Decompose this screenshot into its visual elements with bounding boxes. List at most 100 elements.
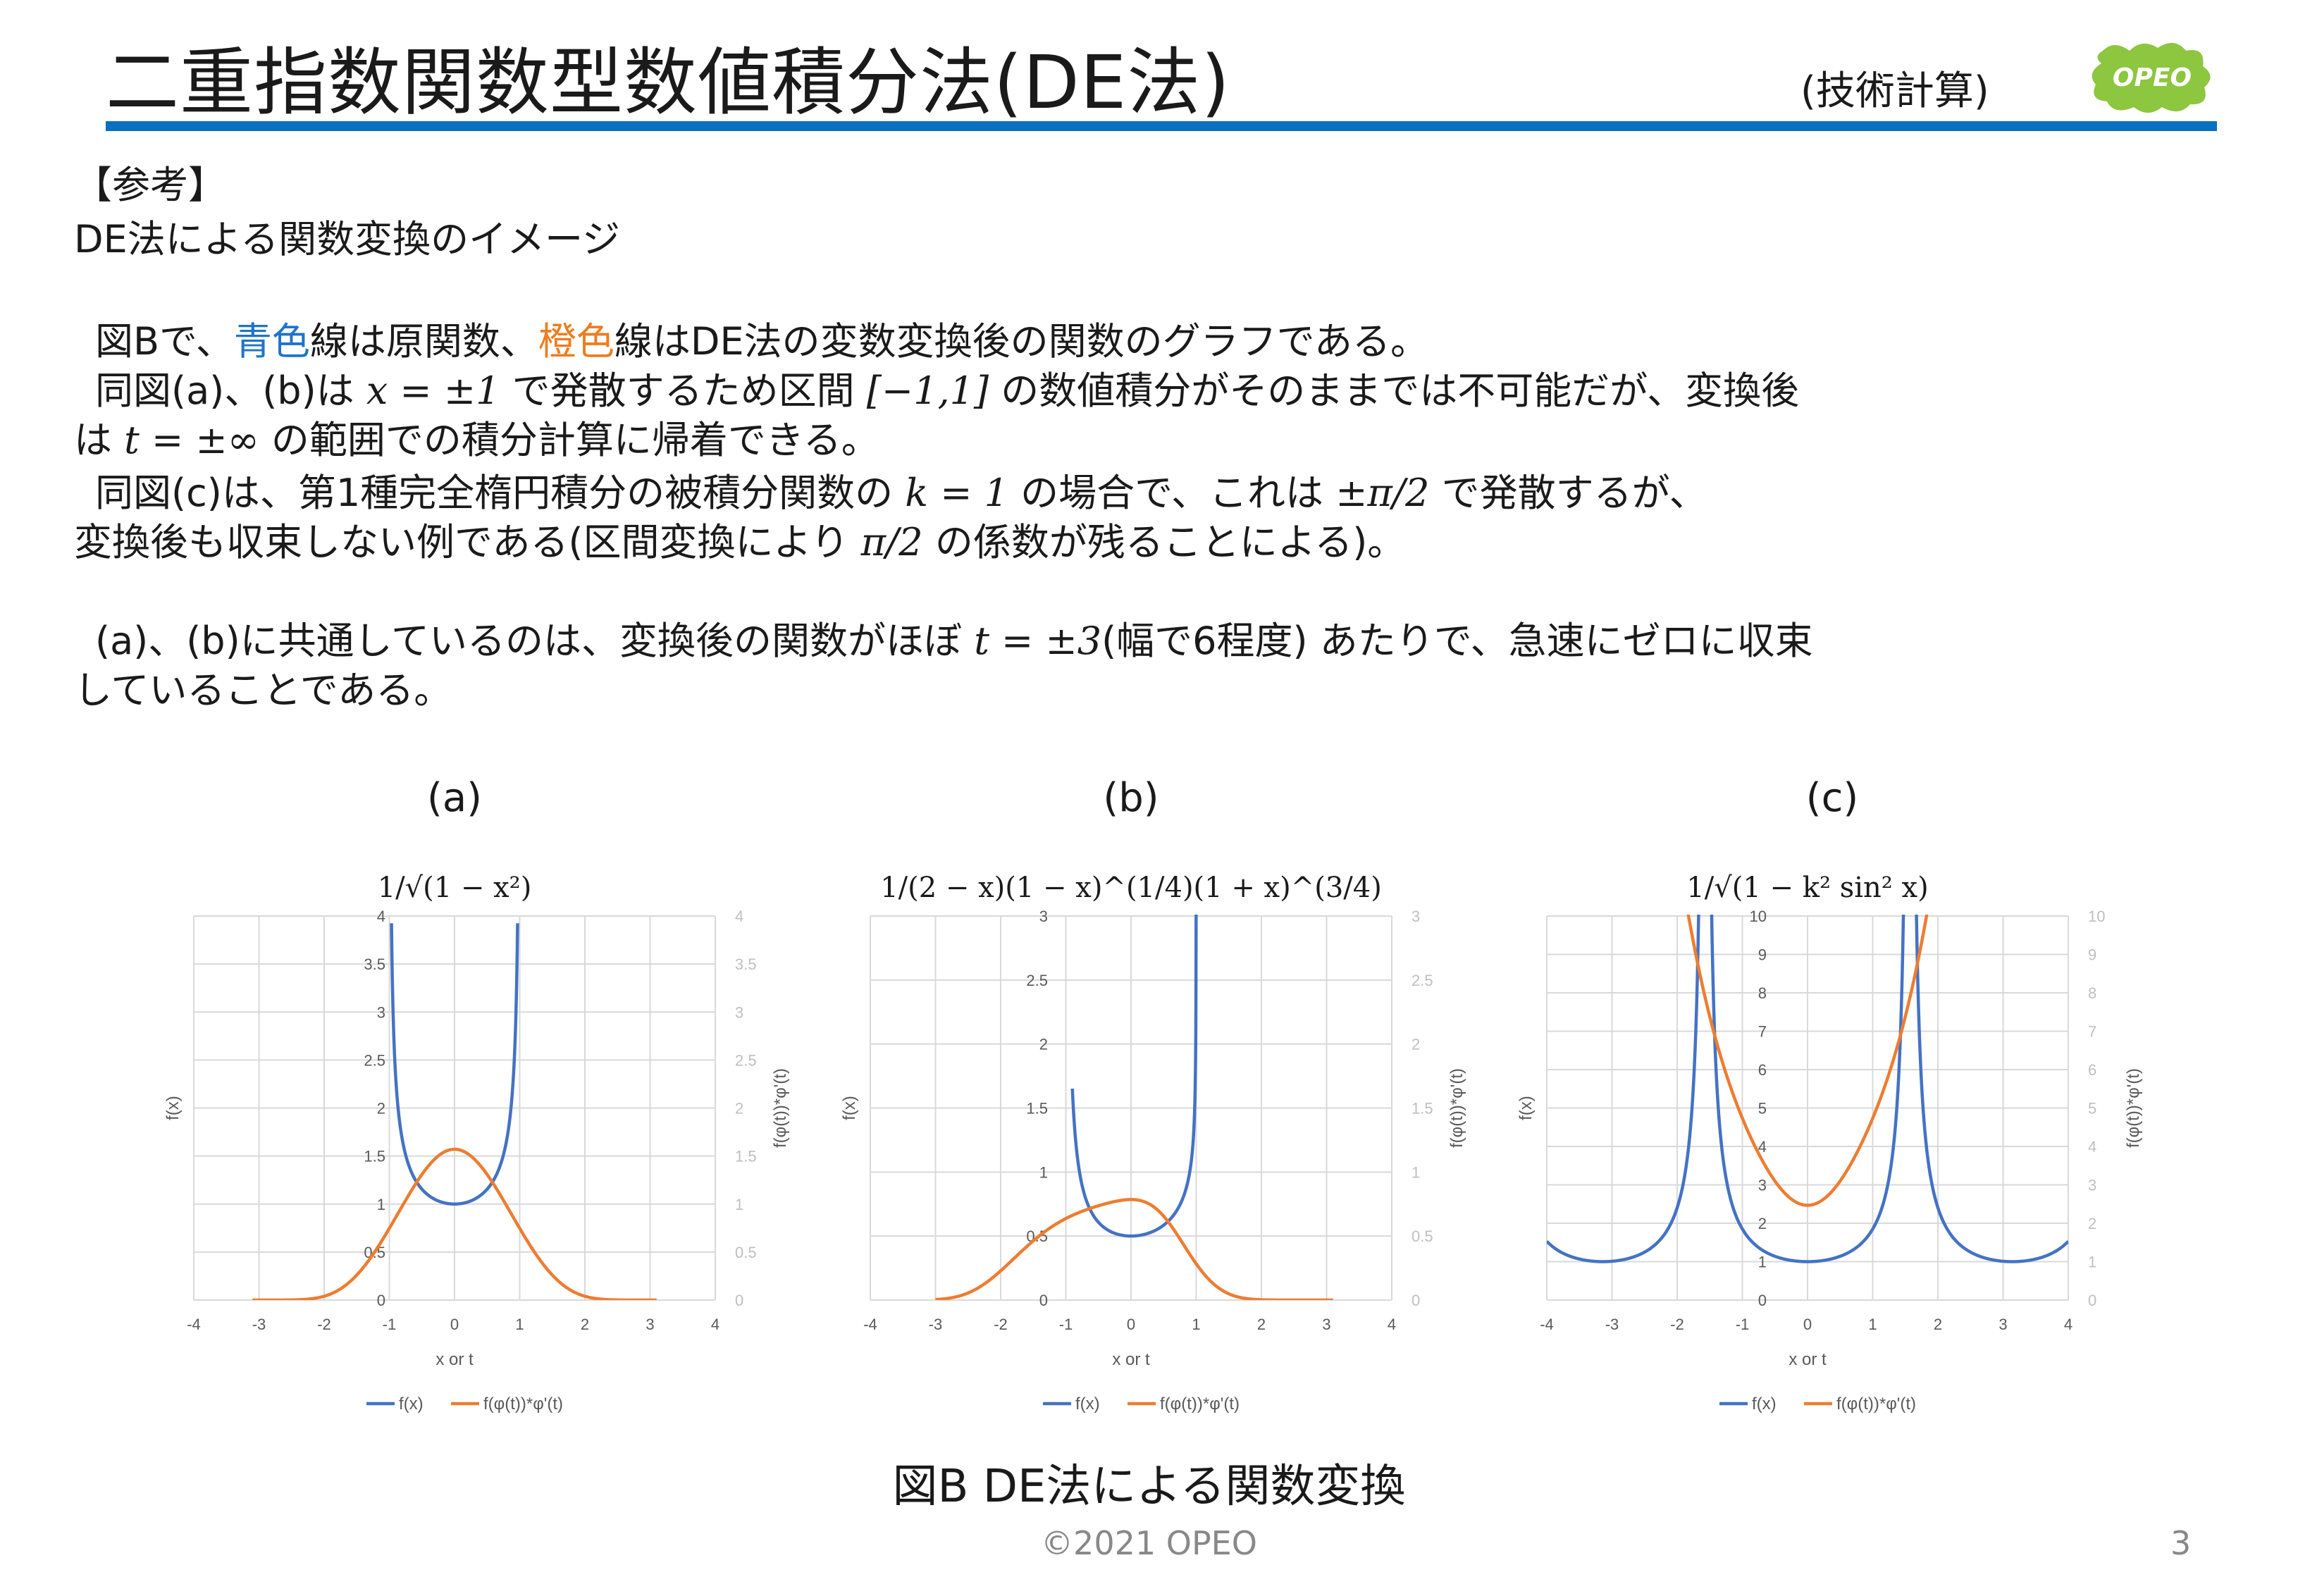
x-tick-label: -2 <box>994 1316 1008 1333</box>
y2-tick-label: 1.5 <box>735 1148 757 1165</box>
paragraph-5: 変換後も収束しない例である(区間変換により π/2 の係数が残ることによる)。 <box>74 520 1406 564</box>
y2-tick-label: 7 <box>2088 1023 2096 1041</box>
y2-tick-label: 1 <box>2088 1254 2096 1271</box>
y2-tick-label: 4 <box>2088 1138 2096 1156</box>
y2-tick-label: 0 <box>2088 1292 2096 1309</box>
series-line-0 <box>390 923 519 1206</box>
chart-a-svg: 1/√(1 − x²)-4 -3 -2 -1 0 1 2 3 40 00.5 0.51 11.5 1.5… <box>163 872 790 1413</box>
title-underline <box>106 121 2217 131</box>
x-tick-label: 3 <box>1322 1316 1330 1333</box>
y-tick-label: 1 <box>1039 1163 1048 1181</box>
chart-c: 1/√(1 − k² sin² x) -4 -3 -2 -1 0 1 2 3 4 0 0 1 1 2 2 3 3 4… <box>1508 842 2143 1430</box>
y-tick-label: 1.5 <box>1026 1100 1048 1118</box>
paragraph-7: していることである。 <box>74 668 452 712</box>
y2-tick-label: 0.5 <box>735 1244 757 1261</box>
y2-tick-label: 5 <box>2088 1100 2096 1118</box>
x-axis-label: x or t <box>1789 1350 1827 1369</box>
x-tick-label: 1 <box>1868 1316 1877 1333</box>
y-tick-label: 2.5 <box>1026 972 1048 989</box>
y-tick-label: 1 <box>1758 1254 1767 1271</box>
paragraph-4: 同図(c)は、第1種完全楕円積分の被積分関数の k = 1 の場合で、これは ±… <box>95 471 1707 515</box>
x-tick-label: 0 <box>1803 1316 1812 1333</box>
y-tick-label: 1 <box>377 1196 385 1213</box>
x-tick-label: 4 <box>711 1316 719 1333</box>
y2-axis-label: f(φ(t))*φ'(t) <box>2124 1068 2143 1148</box>
y-tick-label: 6 <box>1758 1061 1767 1079</box>
x-tick-label: 0 <box>1127 1316 1135 1333</box>
y-axis-label: f(x) <box>163 1096 183 1120</box>
y-tick-label: 10 <box>1750 908 1767 925</box>
paragraph-2: 同図(a)、(b)は x = ±1 で発散するため区間 [−1,1] の数値積分… <box>95 369 1800 413</box>
y-tick-label: 7 <box>1758 1023 1767 1041</box>
opeo-logo: OPEO <box>2092 42 2211 113</box>
chart-b-svg: 1/(2 − x)(1 − x)^(1/4)(1 + x)^(3/4) -4 -3 -… <box>840 872 1466 1413</box>
y-axis-label: f(x) <box>1516 1096 1536 1120</box>
legend-label: f(x) <box>1075 1394 1100 1413</box>
y-tick-label: 3.5 <box>364 955 385 973</box>
logo-text: OPEO <box>2113 63 2192 92</box>
y2-tick-label: 3 <box>1411 908 1420 925</box>
x-tick-label: 3 <box>645 1316 654 1333</box>
x-tick-label: -2 <box>317 1316 331 1333</box>
y2-tick-label: 1 <box>735 1196 743 1213</box>
section-subheading: DE法による関数変換のイメージ <box>74 217 620 261</box>
x-tick-label: -4 <box>1540 1316 1554 1333</box>
y2-tick-label: 3 <box>2088 1177 2096 1194</box>
panel-label-b: (b) <box>1103 775 1159 821</box>
x-tick-label: 0 <box>450 1316 459 1333</box>
chart-title: 1/√(1 − x²) <box>378 872 532 904</box>
y-tick-label: 3 <box>1758 1177 1767 1194</box>
x-tick-label: -1 <box>1736 1316 1750 1333</box>
x-tick-label: 4 <box>1388 1316 1396 1333</box>
x-tick-label: 2 <box>581 1316 589 1333</box>
y2-tick-label: 3 <box>735 1003 743 1021</box>
x-tick-label: -4 <box>863 1316 877 1333</box>
y2-tick-label: 0 <box>1411 1292 1420 1309</box>
orange-keyword: 橙色 <box>538 319 614 364</box>
legend-label: f(x) <box>1752 1394 1777 1413</box>
x-tick-label: -1 <box>1059 1316 1073 1333</box>
x-tick-label: -1 <box>383 1316 397 1333</box>
x-tick-label: 1 <box>1192 1316 1200 1333</box>
x-tick-label: -2 <box>1670 1316 1684 1333</box>
figure-caption: 図B DE法による関数変換 <box>892 1461 1406 1513</box>
x-tick-label: 2 <box>1934 1316 1942 1333</box>
paragraph-6: (a)、(b)に共通しているのは、変換後の関数がほぼ t = ±3(幅で6程度)… <box>95 619 1813 663</box>
x-tick-label: 2 <box>1257 1316 1266 1333</box>
panel-label-c: (c) <box>1805 775 1859 821</box>
x-tick-label: -4 <box>187 1316 201 1333</box>
legend-label: f(φ(t))*φ'(t) <box>1836 1394 1916 1413</box>
chart-title: 1/√(1 − k² sin² x) <box>1686 872 1928 904</box>
y2-tick-label: 6 <box>2088 1061 2096 1079</box>
category-label: (技術計算) <box>1800 68 1989 114</box>
y2-tick-label: 9 <box>2088 946 2096 964</box>
y-tick-label: 4 <box>377 908 385 925</box>
y-tick-label: 0 <box>1758 1292 1767 1309</box>
x-axis-label: x or t <box>435 1350 474 1369</box>
y-tick-label: 0 <box>377 1292 385 1309</box>
legend-label: f(φ(t))*φ'(t) <box>1160 1394 1240 1413</box>
y2-tick-label: 10 <box>2088 908 2105 925</box>
y2-tick-label: 1 <box>1411 1163 1420 1181</box>
y-tick-label: 3 <box>377 1003 385 1021</box>
series-line-0 <box>1547 915 2068 1263</box>
chart-title: 1/(2 − x)(1 − x)^(1/4)(1 + x)^(3/4) <box>880 872 1382 904</box>
y2-tick-label: 2 <box>735 1100 743 1118</box>
series-line-0 <box>1070 915 1198 1238</box>
y-tick-label: 2 <box>1758 1215 1767 1232</box>
y-tick-label: 8 <box>1758 984 1767 1002</box>
y-tick-label: 2.5 <box>364 1051 385 1069</box>
paragraph-3: は t = ±∞ の範囲での積分計算に帰着できる。 <box>74 418 879 462</box>
y2-tick-label: 4 <box>735 908 743 925</box>
y-tick-label: 5 <box>1758 1100 1767 1118</box>
y-tick-label: 9 <box>1758 946 1767 964</box>
y2-tick-label: 2 <box>2088 1215 2096 1232</box>
x-axis-label: x or t <box>1112 1350 1150 1369</box>
y2-axis-label: f(φ(t))*φ'(t) <box>1447 1068 1466 1148</box>
y2-tick-label: 0.5 <box>1411 1227 1433 1245</box>
y2-axis-label: f(φ(t))*φ'(t) <box>771 1068 790 1148</box>
chart-a: 1/√(1 − x²) -4 -3 -2 -1 0 1 2 3 4 0 0 0.5 0.5 1 1 1.5 1.5… <box>155 842 790 1430</box>
series-line-1 <box>1686 915 1929 1207</box>
blue-keyword: 青色 <box>233 319 310 364</box>
chart-b: 1/(2 − x)(1 − x)^(1/4)(1 + x)^(3/4) -4 -3 -… <box>832 842 1466 1430</box>
